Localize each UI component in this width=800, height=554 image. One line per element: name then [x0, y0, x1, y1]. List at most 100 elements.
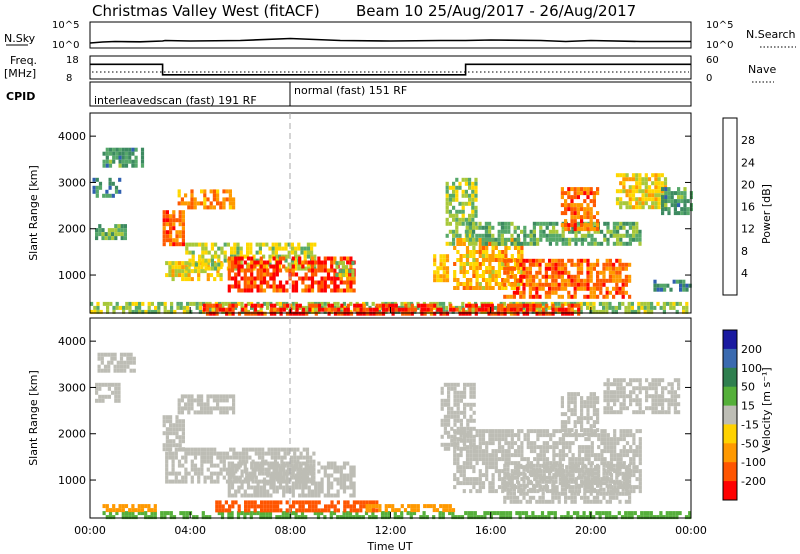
- echo-cell: [112, 147, 116, 152]
- echo-cell: [202, 309, 206, 314]
- echo-cell: [584, 233, 588, 238]
- echo-cell: [468, 307, 472, 312]
- echo-cell: [625, 441, 630, 446]
- echo-cell: [624, 483, 628, 488]
- echo-cell: [445, 209, 449, 214]
- echo-cell: [615, 278, 619, 283]
- echo-cell: [194, 262, 198, 267]
- echo-cell: [429, 307, 434, 312]
- echo-cell: [452, 233, 456, 238]
- echo-cell: [488, 485, 492, 490]
- echo-cell: [561, 233, 565, 238]
- echo-cell: [237, 260, 241, 265]
- echo-cell: [300, 266, 304, 271]
- echo-cell: [583, 278, 587, 283]
- echo-cell: [632, 465, 636, 470]
- echo-cell: [520, 282, 524, 286]
- echo-cell: [462, 441, 466, 446]
- echo-cell: [612, 278, 616, 283]
- echo-cell: [291, 469, 295, 474]
- echo-cell: [333, 508, 337, 513]
- echo-cell: [346, 477, 350, 482]
- echo-cell: [615, 475, 619, 480]
- echo-cell: [570, 428, 574, 433]
- echo-cell: [356, 500, 360, 505]
- echo-cell: [576, 467, 580, 472]
- echo-cell: [445, 270, 450, 275]
- echo-cell: [286, 451, 290, 456]
- echo-cell: [93, 309, 97, 314]
- echo-cell: [608, 305, 612, 310]
- echo-cell: [123, 236, 127, 241]
- echo-cell: [362, 311, 366, 316]
- echo-cell: [472, 418, 476, 423]
- echo-cell: [203, 459, 207, 464]
- echo-cell: [647, 197, 652, 202]
- echo-cell: [542, 473, 546, 478]
- echo-cell: [459, 254, 463, 258]
- echo-cell: [677, 195, 681, 200]
- echo-cell: [542, 221, 546, 226]
- echo-cell: [654, 378, 658, 383]
- echo-cell: [500, 233, 504, 238]
- echo-cell: [114, 390, 118, 395]
- echo-cell: [193, 463, 198, 468]
- echo-cell: [201, 250, 205, 255]
- echo-cell: [522, 290, 526, 295]
- echo-cell: [442, 258, 446, 263]
- echo-cell: [234, 284, 238, 289]
- echo-cell: [609, 398, 613, 403]
- echo-cell: [310, 489, 315, 494]
- echo-cell: [564, 270, 568, 275]
- echo-cell: [481, 429, 486, 434]
- echo-cell: [599, 286, 603, 291]
- echo-cell: [385, 303, 389, 308]
- echo-cell: [510, 433, 514, 438]
- echo-cell: [232, 447, 236, 452]
- echo-cell: [469, 438, 473, 443]
- echo-cell: [542, 229, 546, 234]
- echo-cell: [638, 453, 642, 458]
- echo-cell: [596, 467, 600, 472]
- echo-cell: [113, 352, 117, 357]
- echo-cell: [616, 229, 620, 234]
- echo-cell: [529, 445, 534, 450]
- echo-cell: [672, 515, 676, 520]
- echo-cell: [463, 382, 467, 387]
- echo-cell: [616, 221, 620, 226]
- echo-cell: [329, 515, 333, 520]
- echo-cell: [432, 305, 436, 310]
- echo-cell: [549, 437, 553, 442]
- echo-cell: [114, 232, 118, 237]
- echo-cell: [614, 305, 618, 310]
- echo-cell: [90, 309, 94, 314]
- echo-cell: [241, 307, 245, 312]
- echo-cell: [566, 511, 570, 516]
- echo-cell: [475, 278, 479, 282]
- echo-cell: [292, 311, 296, 316]
- echo-cell: [193, 467, 198, 472]
- echo-cell: [195, 515, 199, 520]
- echo-cell: [327, 508, 331, 513]
- echo-cell: [618, 262, 622, 267]
- echo-cell: [554, 286, 558, 291]
- echo-cell: [565, 469, 569, 474]
- echo-cell: [343, 500, 347, 505]
- echo-cell: [221, 301, 225, 306]
- echo-cell: [381, 303, 386, 308]
- echo-cell: [465, 233, 469, 238]
- echo-cell: [250, 256, 254, 261]
- echo-cell: [548, 262, 552, 267]
- echo-cell: [580, 416, 584, 421]
- echo-cell: [570, 303, 574, 308]
- echo-cell: [497, 307, 501, 312]
- echo-cell: [455, 193, 459, 198]
- echo-cell: [456, 410, 460, 415]
- echo-cell: [544, 305, 548, 310]
- echo-cell: [184, 447, 188, 452]
- echo-cell: [599, 487, 603, 492]
- echo-cell: [272, 485, 276, 490]
- echo-cell: [349, 485, 353, 490]
- echo-cell: [673, 402, 677, 407]
- echo-cell: [630, 305, 634, 310]
